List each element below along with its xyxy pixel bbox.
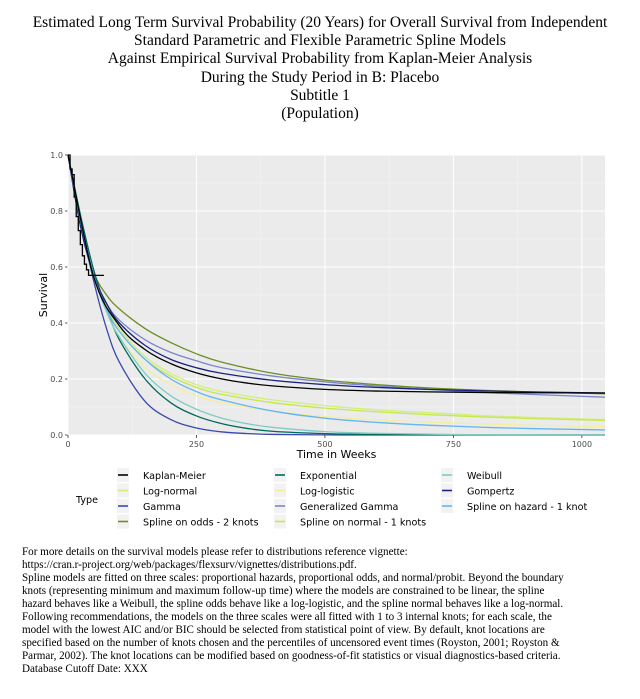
y-tick-label: 0.8 bbox=[50, 207, 63, 216]
chart-title-block: Estimated Long Term Survival Probability… bbox=[0, 14, 640, 123]
legend-label: Log-logistic bbox=[300, 487, 355, 498]
footnote-block: For more details on the survival models … bbox=[22, 546, 622, 676]
y-tick-label: 0.4 bbox=[50, 319, 63, 328]
footnote-line-1: For more details on the survival models … bbox=[22, 546, 408, 558]
chart-subtitle: Subtitle 1 bbox=[290, 86, 350, 104]
legend-label: Kaplan-Meier bbox=[143, 471, 206, 482]
chart-title-line-3: Against Empirical Survival Probability f… bbox=[107, 50, 533, 68]
y-tick-label: 0.2 bbox=[50, 375, 63, 384]
chart-title-line-1: Estimated Long Term Survival Probability… bbox=[32, 14, 608, 31]
x-tick-label: 250 bbox=[189, 440, 204, 449]
footnote-line-9: Parmar, 2002). The knot locations can be… bbox=[22, 650, 561, 662]
footnote-line-4: knots (representing minimum and maximum … bbox=[22, 585, 545, 597]
y-tick-label: 1.0 bbox=[50, 151, 63, 160]
legend-label: Weibull bbox=[467, 471, 502, 482]
chart-population: (Population) bbox=[281, 105, 359, 123]
kaplan-meier-steps bbox=[68, 154, 104, 277]
x-tick-label: 0 bbox=[65, 440, 70, 449]
x-tick-label: 750 bbox=[446, 440, 461, 449]
footnote-line-3: Spline models are fitted on three scales… bbox=[22, 572, 564, 584]
chart-title-line-2: Standard Parametric and Flexible Paramet… bbox=[134, 32, 506, 50]
footnote-line-6: Following recommendations, the models on… bbox=[22, 611, 552, 623]
survival-chart: 0.0 0.2 0.4 0.6 0.8 1.0 0 250 500 750 1000 Time in … bbox=[37, 151, 606, 529]
y-axis-title: Survival bbox=[37, 273, 50, 317]
x-axis-title: Time in Weeks bbox=[296, 448, 377, 461]
legend-label: Spline on normal - 1 knots bbox=[300, 518, 426, 529]
legend-label: Exponential bbox=[300, 471, 357, 482]
y-tick-label: 0.0 bbox=[50, 431, 63, 440]
chart-title-line-4: During the Study Period in B: Placebo bbox=[200, 68, 440, 86]
footnote-line-7: model with the lowest AIC and/or BIC sho… bbox=[22, 624, 545, 636]
x-tick-label: 1000 bbox=[572, 440, 592, 449]
y-tick-label: 0.6 bbox=[50, 263, 63, 272]
footnote-line-5: hazard behaves like a Weibull, the splin… bbox=[22, 598, 564, 610]
legend-label: Spline on odds - 2 knots bbox=[143, 518, 259, 529]
legend-label: Generalized Gamma bbox=[300, 502, 398, 513]
legend-label: Log-normal bbox=[143, 487, 197, 498]
x-tick-label: 500 bbox=[317, 440, 332, 449]
footnote-line-2[interactable]: https://cran.r-project.org/web/packages/… bbox=[22, 559, 357, 571]
series-line-kaplan-meier bbox=[67, 154, 606, 394]
legend-title: Type bbox=[75, 495, 98, 506]
series-line-spline-on-odds-2-knots bbox=[67, 154, 606, 395]
legend-label: Gamma bbox=[143, 502, 181, 513]
legend-label: Gompertz bbox=[467, 487, 514, 498]
legend-label: Spline on hazard - 1 knot bbox=[467, 502, 588, 513]
series-line-gompertz bbox=[67, 154, 606, 394]
footnote-cutoff-date: Database Cutoff Date: XXX bbox=[22, 663, 148, 675]
footnote-line-8: specified based on the number of knots c… bbox=[22, 637, 560, 649]
